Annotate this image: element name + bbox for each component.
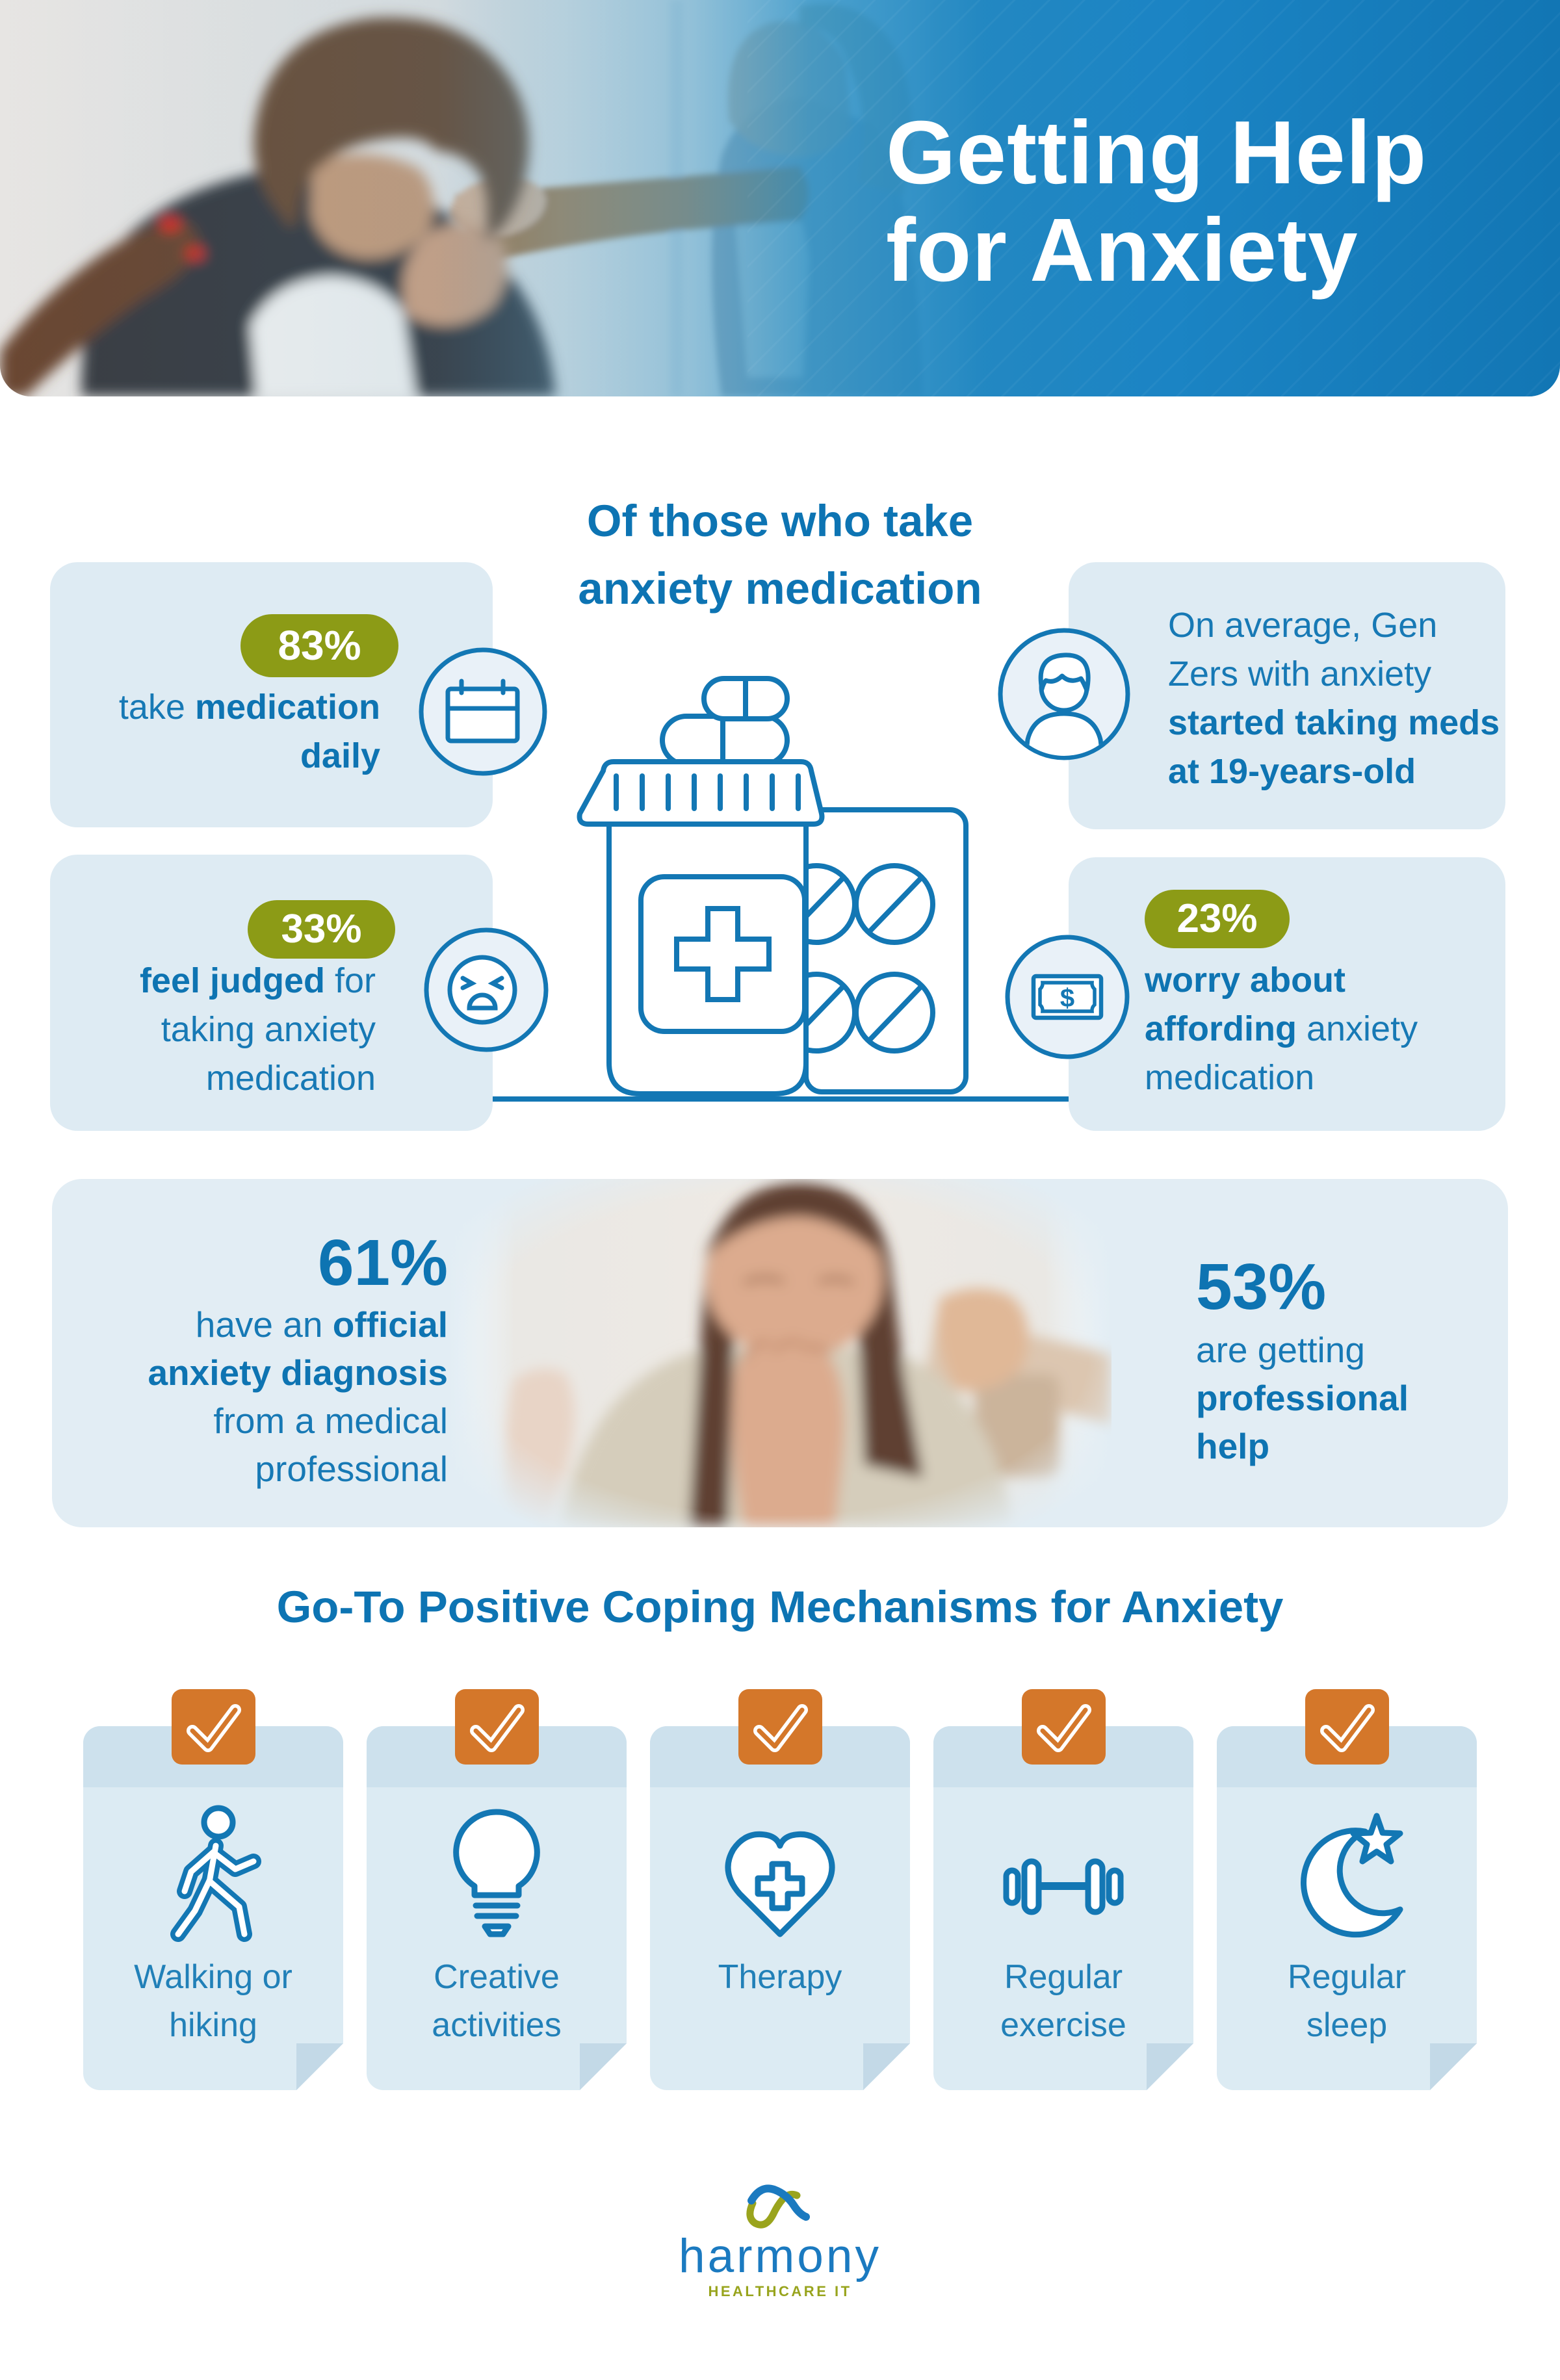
svg-text:$: $	[1060, 984, 1074, 1013]
